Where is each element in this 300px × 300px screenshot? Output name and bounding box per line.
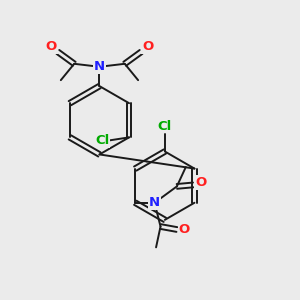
Text: Cl: Cl bbox=[95, 134, 109, 147]
Text: N: N bbox=[94, 60, 105, 73]
Text: O: O bbox=[142, 40, 153, 53]
Text: Cl: Cl bbox=[158, 120, 172, 133]
Text: N: N bbox=[149, 196, 160, 209]
Text: O: O bbox=[195, 176, 206, 189]
Text: O: O bbox=[179, 223, 190, 236]
Text: O: O bbox=[46, 40, 57, 53]
